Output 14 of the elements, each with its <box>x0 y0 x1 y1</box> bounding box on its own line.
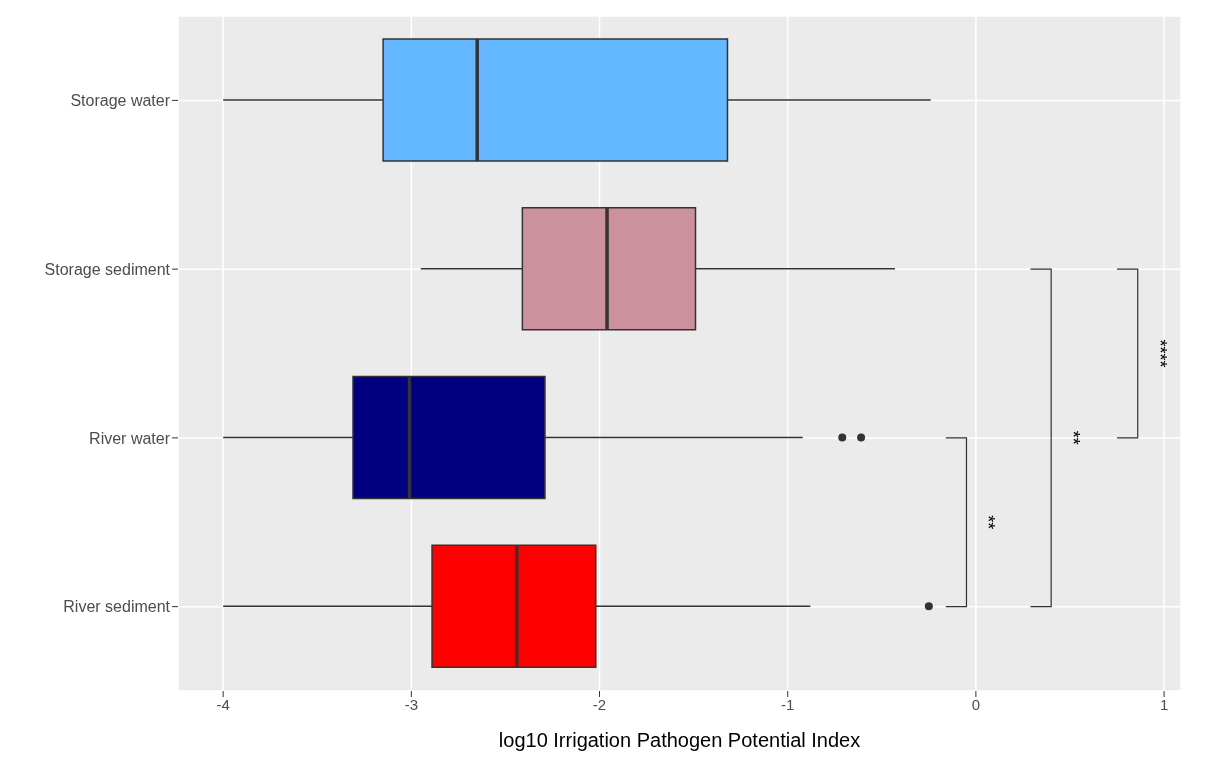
x-tick-label: -3 <box>404 695 419 713</box>
y-tick-label: Storage sediment <box>44 260 171 278</box>
annotation: ** <box>978 515 999 530</box>
x-tick-label: 1 <box>1159 695 1169 713</box>
annotation: **** <box>1149 339 1170 368</box>
x-axis-title: log10 Irrigation Pathogen Potential Index <box>498 729 861 751</box>
y-tick-label: Storage water <box>70 92 171 110</box>
y-tick-label: River sediment <box>63 598 171 616</box>
y-tick-label: River water <box>89 429 171 447</box>
x-tick-label: -2 <box>592 695 607 713</box>
x-tick-label: 0 <box>971 695 981 713</box>
x-tick-label: -4 <box>216 695 230 713</box>
annotation: ** <box>1063 430 1084 445</box>
x-tick-label: -1 <box>781 695 795 713</box>
